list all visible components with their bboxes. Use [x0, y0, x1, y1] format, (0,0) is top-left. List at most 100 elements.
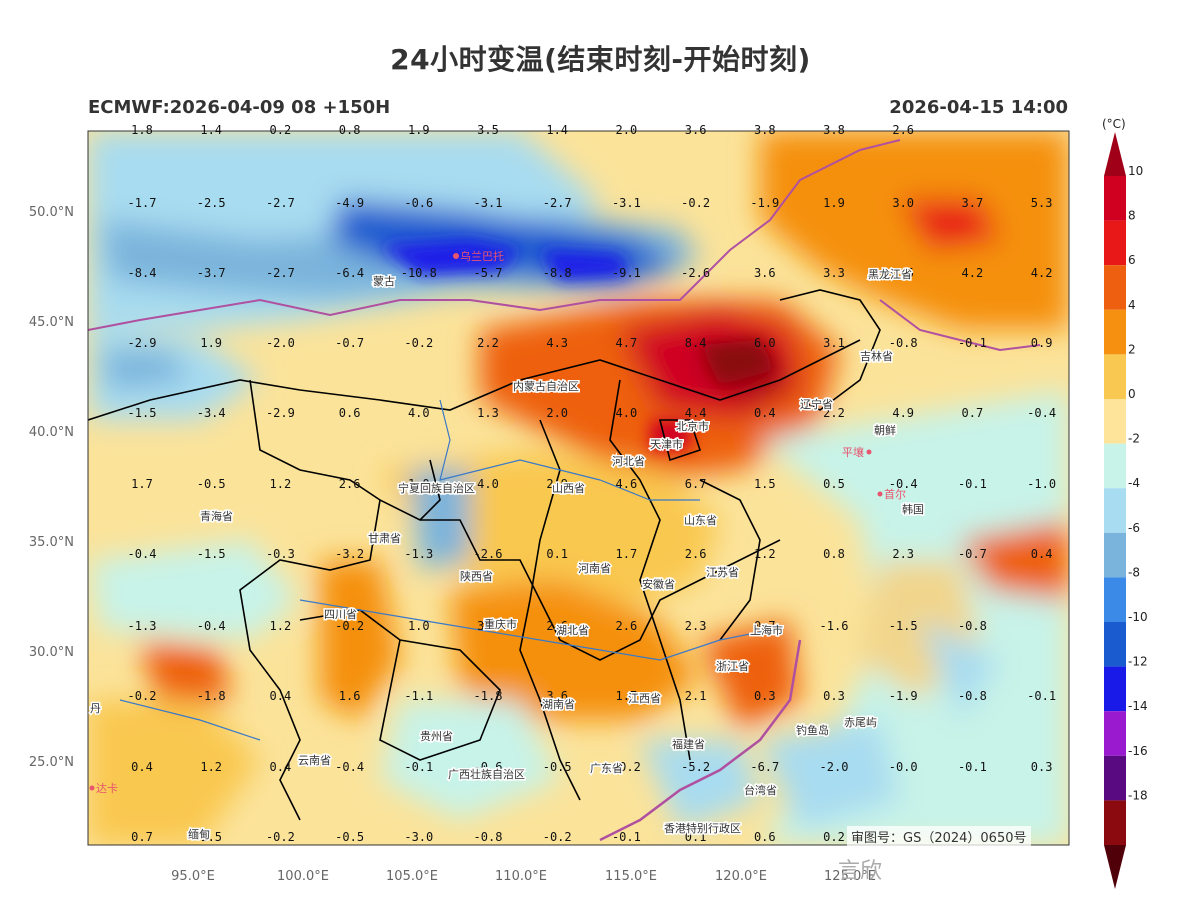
grid-value: 2.6: [546, 619, 568, 633]
grid-value: -3.1: [612, 196, 641, 210]
x-tick-label: 110.0°E: [495, 869, 547, 884]
grid-value: -0.2: [404, 336, 433, 350]
valid-time-label: 2026-04-15 14:00: [889, 97, 1068, 118]
grid-value: 1.2: [270, 477, 292, 491]
colorbar-tick-label: 0: [1128, 387, 1136, 401]
grid-value: -6.4: [335, 266, 364, 280]
grid-value: 4.9: [892, 406, 914, 420]
grid-value: -1.3: [128, 619, 157, 633]
grid-value: -2.7: [266, 196, 295, 210]
place-label: 广西壮族自治区: [448, 767, 525, 781]
grid-value: -2.6: [474, 547, 503, 561]
colorbar-segment: [1104, 399, 1126, 444]
grid-value: 2.0: [546, 406, 568, 420]
capital-marker: [89, 785, 95, 791]
grid-value: 4.6: [616, 477, 638, 491]
model-run-label: ECMWF:2026-04-09 08 +150H: [88, 97, 391, 118]
grid-value: -0.4: [1027, 406, 1056, 420]
colorbar-segment: [1104, 176, 1126, 221]
grid-value: 4.0: [616, 406, 638, 420]
grid-value: -0.2: [266, 830, 295, 844]
grid-value: -0.4: [197, 619, 226, 633]
colorbar-tick-label: -6: [1128, 521, 1140, 535]
x-tick-label: 125.0°E: [824, 869, 876, 884]
grid-value: 0.6: [339, 406, 361, 420]
capital-marker: [453, 253, 459, 259]
place-label: 福建省: [672, 737, 705, 751]
grid-value: -2.5: [197, 196, 226, 210]
place-label: 湖南省: [542, 698, 575, 711]
grid-value: 0.2: [823, 830, 845, 844]
grid-value: 0.2: [270, 123, 292, 137]
grid-value: 1.7: [616, 689, 638, 703]
x-tick-label: 95.0°E: [171, 869, 215, 884]
grid-value: -3.2: [335, 547, 364, 561]
grid-value: 4.2: [1031, 266, 1053, 280]
colorbar-segment: [1104, 220, 1126, 266]
grid-value: -1.8: [197, 689, 226, 703]
place-label: 丹: [90, 702, 101, 715]
city-label: 达卡: [96, 782, 118, 795]
place-label: 河南省: [578, 562, 611, 575]
grid-value: -2.7: [543, 196, 572, 210]
capital-marker: [866, 449, 872, 455]
colorbar-tick-label: -12: [1128, 655, 1148, 669]
colorbar-unit: (°C): [1102, 117, 1126, 131]
x-tick-label: 105.0°E: [386, 869, 438, 884]
colorbar-tick-label: -8: [1128, 565, 1140, 579]
grid-value: -0.7: [958, 547, 987, 561]
grid-value: 3.8: [823, 123, 845, 137]
colorbar-segment: [1104, 577, 1126, 622]
grid-value: 0.7: [131, 830, 153, 844]
grid-values: 1.8 1.4 0.2 0.8 1.9 3.5 1.4 2.0 3.6 3.8 3.8 2.6 -1.7…: [128, 123, 1057, 844]
place-label: 陕西省: [460, 569, 493, 583]
place-label: 广东省: [590, 762, 623, 775]
place-label: 浙江省: [716, 660, 749, 673]
colorbar-tick-label: 2: [1128, 342, 1136, 356]
grid-value: 4.4: [685, 406, 707, 420]
grid-value: -1.8: [474, 689, 503, 703]
grid-value: -0.1: [958, 336, 987, 350]
grid-value: 0.4: [131, 760, 153, 774]
city-label: 乌兰巴托: [460, 249, 504, 263]
colorbar-segment: [1104, 755, 1126, 801]
colorbar-segment: [1104, 309, 1126, 355]
place-label: 缅甸: [188, 827, 210, 841]
grid-value: 1.4: [546, 123, 568, 137]
y-tick-label: 35.0°N: [29, 535, 74, 550]
grid-value: 1.4: [200, 123, 222, 137]
grid-value: 0.1: [546, 547, 568, 561]
place-label: 四川省: [324, 608, 357, 621]
grid-value: -0.5: [335, 830, 364, 844]
grid-value: 0.5: [823, 477, 845, 491]
grid-value: -1.9: [750, 196, 779, 210]
grid-value: -0.8: [889, 336, 918, 350]
colorbar-segment: [1104, 354, 1126, 399]
grid-value: 0.4: [270, 760, 292, 774]
place-label: 北京市: [676, 419, 709, 433]
grid-value: -8.8: [543, 266, 572, 280]
place-label: 安徽省: [642, 577, 675, 591]
place-label: 蒙古: [373, 275, 395, 288]
place-label: 香港特别行政区: [664, 821, 741, 835]
grid-value: 1.6: [339, 689, 361, 703]
grid-value: -0.0: [889, 760, 918, 774]
grid-value: 2.6: [616, 619, 638, 633]
grid-value: 6.7: [685, 477, 707, 491]
grid-value: 6.0: [754, 336, 776, 350]
grid-value: -0.1: [1027, 689, 1056, 703]
grid-value: -0.2: [128, 689, 157, 703]
grid-value: 0.8: [339, 123, 361, 137]
grid-value: -3.0: [404, 830, 433, 844]
grid-value: 3.8: [754, 123, 776, 137]
x-tick-label: 115.0°E: [605, 869, 657, 884]
grid-value: -4.9: [335, 196, 364, 210]
grid-value: 2.1: [685, 689, 707, 703]
x-tick-label: 100.0°E: [277, 869, 329, 884]
colorbar-tick-label: -16: [1128, 744, 1148, 758]
grid-value: 5.3: [1031, 196, 1053, 210]
x-tick-label: 120.0°E: [715, 869, 767, 884]
y-axis-ticks: 50.0°N 45.0°N 40.0°N 35.0°N 30.0°N 25.0°…: [29, 205, 74, 770]
grid-value: 3.6: [546, 689, 568, 703]
grid-value: 1.8: [131, 123, 153, 137]
